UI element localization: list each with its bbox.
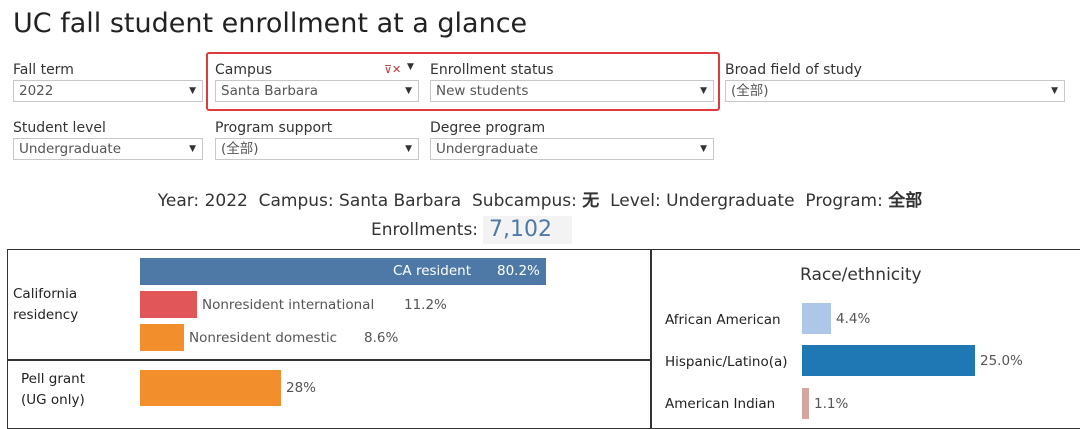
bar-ca-resident[interactable]: [140, 258, 546, 285]
summary-line: Year: 2022 Campus: Santa Barbara Subcamp…: [0, 186, 1080, 211]
nonresident-international-label: Nonresident international: [202, 297, 375, 313]
campus-value: Santa Barbara: [221, 83, 319, 99]
student-level-filter: Student level Undergraduate ▼: [13, 118, 203, 162]
ca-resident-pct: 80.2%: [497, 263, 540, 279]
broad-field-value: (全部): [731, 83, 769, 99]
bar-american-indian[interactable]: [802, 388, 809, 419]
nonresident-international-pct: 11.2%: [404, 297, 447, 313]
year-value: 2022: [204, 191, 248, 211]
race-label-african-american: African American: [665, 312, 781, 328]
program-value: 全部: [888, 191, 923, 211]
enrollment-status-label: Enrollment status: [430, 62, 554, 78]
pell-label: Pell grant (UG only): [21, 369, 85, 411]
degree-program-value: Undergraduate: [436, 141, 539, 157]
campus-summary-label: Campus:: [258, 191, 334, 211]
subcampus-label: Subcampus:: [472, 191, 577, 211]
chevron-down-icon: ▼: [189, 86, 196, 96]
bar-african-american[interactable]: [802, 303, 831, 334]
pell-pct: 28%: [286, 380, 317, 396]
chevron-down-icon: ▼: [405, 86, 412, 96]
program-support-dropdown[interactable]: (全部) ▼: [215, 138, 419, 160]
dashboard-title: UC fall student enrollment at a glance: [13, 8, 528, 39]
bar-pell-grant[interactable]: [140, 370, 281, 406]
race-pct-hispanic: 25.0%: [980, 353, 1023, 369]
race-pct-american-indian: 1.1%: [814, 396, 849, 412]
campus-summary-value: Santa Barbara: [339, 191, 462, 211]
enrollment-status-dropdown[interactable]: New students ▼: [430, 80, 714, 102]
chevron-down-icon: ▼: [405, 144, 412, 154]
student-level-label: Student level: [13, 120, 106, 136]
fall-term-value: 2022: [19, 83, 54, 99]
filter-menu-icon[interactable]: ▼: [407, 62, 414, 72]
residency-panel: [7, 249, 651, 361]
residency-label-line2: residency: [13, 307, 79, 323]
nonresident-domestic-label: Nonresident domestic: [189, 330, 338, 346]
campus-label: Campus: [215, 62, 273, 78]
ca-resident-label: CA resident: [393, 263, 472, 279]
chevron-down-icon: ▼: [700, 144, 707, 154]
race-label-hispanic: Hispanic/Latino(a): [665, 354, 788, 370]
race-label-american-indian: American Indian: [665, 396, 776, 412]
fall-term-label: Fall term: [13, 62, 74, 78]
race-pct-african-american: 4.4%: [836, 311, 871, 327]
degree-program-label: Degree program: [430, 120, 546, 136]
broad-field-filter: Broad field of study (全部) ▼: [725, 60, 1065, 104]
fall-term-dropdown[interactable]: 2022 ▼: [13, 80, 203, 102]
broad-field-dropdown[interactable]: (全部) ▼: [725, 80, 1065, 102]
degree-program-dropdown[interactable]: Undergraduate ▼: [430, 138, 714, 160]
enrollment-status-filter: Enrollment status New students ▼: [430, 60, 714, 104]
pell-label-line1: Pell grant: [21, 371, 85, 387]
chevron-down-icon: ▼: [700, 86, 707, 96]
broad-field-label: Broad field of study: [725, 62, 862, 78]
enrollments-value: 7,102: [483, 216, 572, 244]
bar-nonresident-domestic[interactable]: [140, 324, 184, 351]
race-title: Race/ethnicity: [800, 265, 922, 285]
enrollment-status-value: New students: [436, 83, 529, 99]
student-level-dropdown[interactable]: Undergraduate ▼: [13, 138, 203, 160]
program-support-value: (全部): [221, 141, 259, 157]
student-level-value: Undergraduate: [19, 141, 122, 157]
residency-label: California residency: [13, 284, 78, 326]
highlight-box: [206, 52, 720, 111]
enrollments-label: Enrollments:: [371, 220, 479, 240]
residency-label-line1: California: [13, 286, 78, 302]
subcampus-value: 无: [582, 191, 600, 211]
level-label: Level:: [610, 191, 661, 211]
year-label: Year:: [157, 191, 200, 211]
nonresident-domestic-pct: 8.6%: [364, 330, 399, 346]
bar-hispanic[interactable]: [802, 345, 975, 376]
campus-filter: Campus ⊽✕ ▼ Santa Barbara ▼: [215, 60, 419, 104]
level-value: Undergraduate: [666, 191, 795, 211]
program-support-label: Program support: [215, 120, 333, 136]
campus-dropdown[interactable]: Santa Barbara ▼: [215, 80, 419, 102]
chevron-down-icon: ▼: [189, 144, 196, 154]
chevron-down-icon: ▼: [1051, 86, 1058, 96]
program-label: Program:: [805, 191, 883, 211]
fall-term-filter: Fall term 2022 ▼: [13, 60, 203, 104]
clear-filter-icon[interactable]: ⊽✕: [384, 63, 402, 76]
degree-program-filter: Degree program Undergraduate ▼: [430, 118, 714, 162]
bar-nonresident-international[interactable]: [140, 291, 197, 318]
pell-label-line2: (UG only): [21, 392, 85, 408]
program-support-filter: Program support (全部) ▼: [215, 118, 419, 162]
